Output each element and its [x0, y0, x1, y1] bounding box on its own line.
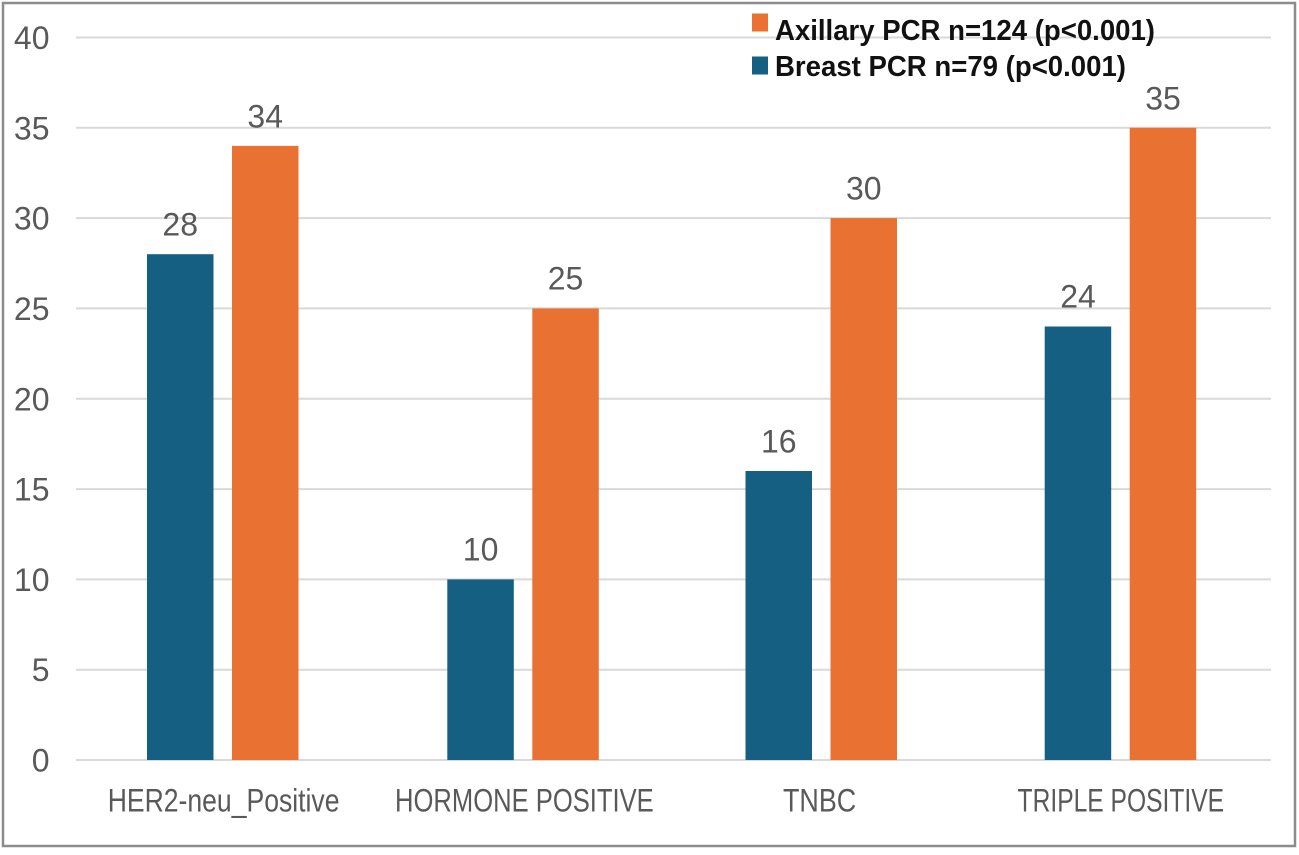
svg-text:25: 25	[548, 261, 584, 297]
svg-text:34: 34	[247, 99, 283, 135]
svg-text:10: 10	[463, 532, 499, 568]
svg-text:15: 15	[14, 472, 50, 508]
svg-text:0: 0	[32, 743, 50, 779]
svg-text:10: 10	[14, 562, 50, 598]
svg-text:HORMONE POSITIVE: HORMONE POSITIVE	[395, 783, 654, 819]
svg-text:16: 16	[761, 424, 797, 460]
svg-text:20: 20	[14, 381, 50, 417]
svg-text:HER2-neu_Positive: HER2-neu_Positive	[108, 783, 340, 819]
svg-text:35: 35	[14, 110, 50, 146]
svg-text:40: 40	[14, 20, 50, 56]
svg-text:TNBC: TNBC	[783, 783, 856, 819]
svg-text:Axillary PCR n=124 (p<0.001): Axillary PCR n=124 (p<0.001)	[775, 15, 1155, 47]
svg-text:28: 28	[162, 207, 198, 243]
svg-text:25: 25	[14, 291, 50, 327]
svg-text:30: 30	[14, 201, 50, 237]
svg-text:35: 35	[1145, 81, 1181, 117]
svg-text:24: 24	[1060, 279, 1096, 315]
svg-text:30: 30	[846, 171, 882, 207]
svg-text:5: 5	[32, 652, 50, 688]
svg-text:TRIPLE POSITIVE: TRIPLE POSITIVE	[1018, 783, 1225, 819]
svg-text:Breast PCR n=79 (p<0.001): Breast PCR n=79 (p<0.001)	[775, 51, 1126, 83]
